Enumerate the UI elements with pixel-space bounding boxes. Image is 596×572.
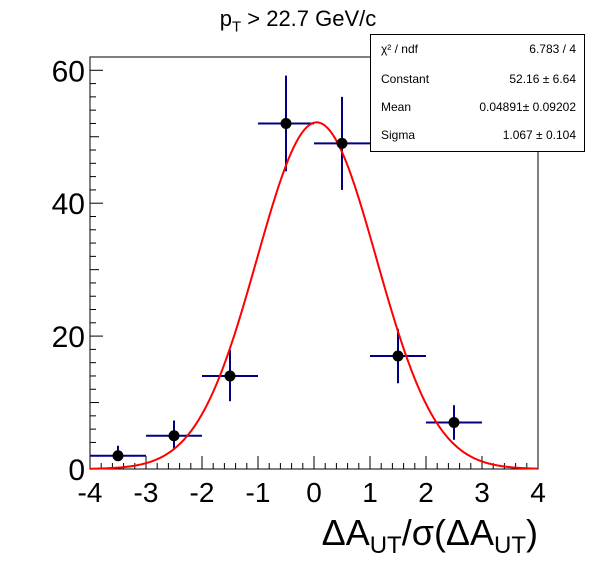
data-point — [112, 450, 124, 462]
x-tick-label: 0 — [306, 477, 322, 508]
xlabel-subscript: UT — [369, 532, 402, 560]
x-tick-label: 4 — [530, 477, 546, 508]
title-subscript: T — [231, 18, 242, 36]
x-tick-label: 1 — [362, 477, 378, 508]
chart-title: pT > 22.7 GeV/c — [0, 6, 596, 35]
stats-value: 0.04891± 0.09202 — [479, 100, 576, 114]
stats-row-constant: Constant 52.16 ± 6.64 — [381, 72, 576, 90]
xlabel-part: /σ(ΔA — [401, 512, 494, 553]
stats-key: Sigma — [381, 128, 416, 142]
stats-key: χ² / ndf — [381, 42, 418, 56]
data-point — [280, 117, 292, 129]
stats-value: 52.16 ± 6.64 — [509, 72, 576, 86]
y-tick-label: 0 — [68, 454, 85, 487]
stats-row-mean: Mean 0.04891± 0.09202 — [381, 100, 576, 118]
stats-row-sigma: Sigma 1.067 ± 0.104 — [381, 128, 576, 146]
xlabel-part: ΔA — [321, 512, 370, 553]
x-tick-label: -1 — [246, 477, 271, 508]
y-tick-label: 60 — [52, 55, 85, 88]
data-point — [224, 370, 236, 382]
title-p: p — [219, 6, 232, 31]
x-tick-label: -4 — [78, 477, 103, 508]
xlabel-subscript: UT — [494, 532, 526, 560]
data-point — [336, 137, 348, 149]
y-tick-label: 40 — [52, 188, 85, 221]
stats-row-chi2: χ² / ndf 6.783 / 4 — [381, 42, 576, 60]
data-point — [392, 350, 404, 362]
stats-key: Constant — [381, 72, 430, 86]
gaussian-fit-curve — [89, 121, 539, 470]
stats-box: χ² / ndf 6.783 / 4 Constant 52.16 ± 6.64… — [370, 34, 585, 152]
xlabel-part: ) — [526, 512, 538, 553]
y-tick-label: 20 — [52, 321, 85, 354]
stats-key: Mean — [381, 100, 412, 114]
x-tick-label: 2 — [418, 477, 434, 508]
title-rest: > 22.7 GeV/c — [241, 6, 377, 31]
data-point — [168, 430, 180, 442]
stats-value: 6.783 / 4 — [529, 42, 576, 56]
stats-value: 1.067 ± 0.104 — [502, 128, 576, 142]
x-tick-label: -2 — [190, 477, 215, 508]
x-axis-label: ΔAUT/σ(ΔAUT) — [322, 512, 538, 560]
data-point — [448, 416, 460, 428]
x-tick-label: 3 — [474, 477, 490, 508]
x-tick-label: -3 — [134, 477, 159, 508]
